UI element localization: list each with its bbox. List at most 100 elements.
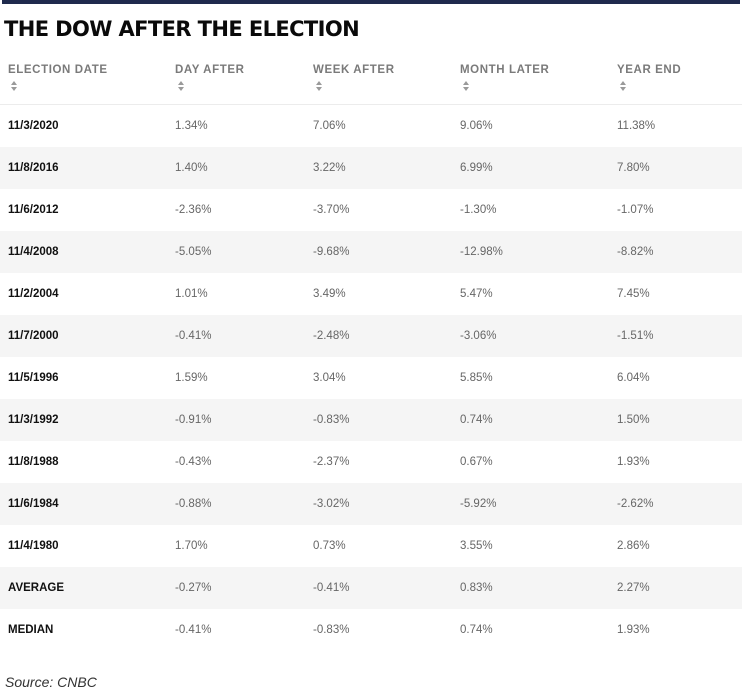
- row-label-cell: 11/4/1980: [8, 540, 59, 552]
- sort-icon[interactable]: [620, 80, 626, 92]
- row-label-cell: AVERAGE: [8, 582, 65, 594]
- table-row: 11/2/2004 1.01% 3.49% 5.47% 7.45%: [0, 273, 742, 315]
- column-header-day-after[interactable]: DAY AFTER: [175, 64, 245, 92]
- cell-week-after: -3.70%: [313, 204, 350, 216]
- row-label-cell: MEDIAN: [8, 624, 54, 636]
- column-header-election-date[interactable]: ELECTION DATE: [8, 64, 108, 92]
- cell-day-after: -5.05%: [175, 246, 212, 258]
- column-header-label: DAY AFTER: [175, 64, 245, 76]
- cell-year-end: 7.80%: [617, 162, 650, 174]
- table-row: MEDIAN -0.41% -0.83% 0.74% 1.93%: [0, 609, 742, 651]
- column-header-label: WEEK AFTER: [313, 64, 395, 76]
- cell-month-later: 5.47%: [460, 288, 493, 300]
- row-label-cell: 11/5/1996: [8, 372, 59, 384]
- sort-down-arrow-icon: [316, 87, 322, 91]
- sort-up-arrow-icon: [178, 81, 184, 85]
- cell-week-after: 3.22%: [313, 162, 346, 174]
- sort-up-arrow-icon: [620, 81, 626, 85]
- top-rule: [2, 0, 740, 4]
- cell-year-end: -8.82%: [617, 246, 654, 258]
- table-row: 11/8/2016 1.40% 3.22% 6.99% 7.80%: [0, 147, 742, 189]
- cell-week-after: -0.41%: [313, 582, 350, 594]
- cell-month-later: -12.98%: [460, 246, 503, 258]
- column-header-label: YEAR END: [617, 64, 682, 76]
- sort-icon[interactable]: [316, 80, 322, 92]
- cell-month-later: 0.67%: [460, 456, 493, 468]
- table-row: AVERAGE -0.27% -0.41% 0.83% 2.27%: [0, 567, 742, 609]
- cell-year-end: 2.27%: [617, 582, 650, 594]
- cell-day-after: -0.43%: [175, 456, 212, 468]
- table-row: 11/8/1988 -0.43% -2.37% 0.67% 1.93%: [0, 441, 742, 483]
- sort-up-arrow-icon: [463, 81, 469, 85]
- sort-up-arrow-icon: [11, 81, 17, 85]
- source-note: Source: CNBC: [5, 674, 97, 690]
- column-header-year-end[interactable]: YEAR END: [617, 64, 681, 92]
- cell-day-after: -0.41%: [175, 330, 212, 342]
- sort-down-arrow-icon: [463, 87, 469, 91]
- table-row: 11/4/2008 -5.05% -9.68% -12.98% -8.82%: [0, 231, 742, 273]
- cell-year-end: 2.86%: [617, 540, 650, 552]
- cell-day-after: 1.34%: [175, 120, 208, 132]
- cell-month-later: -5.92%: [460, 498, 497, 510]
- row-label-cell: 11/3/2020: [8, 120, 59, 132]
- cell-day-after: -0.41%: [175, 624, 212, 636]
- row-label-cell: 11/4/2008: [8, 246, 59, 258]
- cell-day-after: 1.40%: [175, 162, 208, 174]
- column-header-label: ELECTION DATE: [8, 64, 108, 76]
- cell-week-after: 7.06%: [313, 120, 346, 132]
- cell-week-after: 0.73%: [313, 540, 346, 552]
- sort-down-arrow-icon: [11, 87, 17, 91]
- sort-icon[interactable]: [463, 80, 469, 92]
- column-header-month-later[interactable]: MONTH LATER: [460, 64, 549, 92]
- cell-day-after: 1.01%: [175, 288, 208, 300]
- cell-week-after: -2.48%: [313, 330, 350, 342]
- row-label-cell: 11/8/2016: [8, 162, 59, 174]
- cell-month-later: -1.30%: [460, 204, 497, 216]
- sort-icon[interactable]: [178, 80, 184, 92]
- cell-day-after: 1.70%: [175, 540, 208, 552]
- cell-year-end: 1.93%: [617, 456, 650, 468]
- cell-year-end: 7.45%: [617, 288, 650, 300]
- cell-day-after: -2.36%: [175, 204, 212, 216]
- table-row: 11/7/2000 -0.41% -2.48% -3.06% -1.51%: [0, 315, 742, 357]
- table-body: 11/3/2020 1.34% 7.06% 9.06% 11.38% 11/8/2016 1…: [0, 105, 742, 651]
- cell-week-after: 3.49%: [313, 288, 346, 300]
- table-row: 11/3/2020 1.34% 7.06% 9.06% 11.38%: [0, 105, 742, 147]
- cell-month-later: 5.85%: [460, 372, 493, 384]
- sort-down-arrow-icon: [620, 87, 626, 91]
- row-label-cell: 11/6/2012: [8, 204, 59, 216]
- cell-month-later: -3.06%: [460, 330, 497, 342]
- cell-week-after: -0.83%: [313, 624, 350, 636]
- cell-week-after: -0.83%: [313, 414, 350, 426]
- cell-year-end: -2.62%: [617, 498, 654, 510]
- column-header-label: MONTH LATER: [460, 64, 550, 76]
- table-row: 11/5/1996 1.59% 3.04% 5.85% 6.04%: [0, 357, 742, 399]
- cell-month-later: 3.55%: [460, 540, 493, 552]
- page-title: THE DOW AFTER THE ELECTION: [4, 17, 360, 41]
- table-header: ELECTION DATE DAY AFTER WEEK AFTER MONTH LA…: [0, 58, 742, 105]
- column-header-week-after[interactable]: WEEK AFTER: [313, 64, 395, 92]
- cell-month-later: 9.06%: [460, 120, 493, 132]
- cell-week-after: -9.68%: [313, 246, 350, 258]
- cell-year-end: -1.51%: [617, 330, 654, 342]
- cell-month-later: 0.83%: [460, 582, 493, 594]
- cell-week-after: -3.02%: [313, 498, 350, 510]
- cell-month-later: 6.99%: [460, 162, 493, 174]
- table-row: 11/6/2012 -2.36% -3.70% -1.30% -1.07%: [0, 189, 742, 231]
- cell-year-end: 11.38%: [617, 120, 656, 132]
- cell-year-end: 6.04%: [617, 372, 650, 384]
- sort-down-arrow-icon: [178, 87, 184, 91]
- cell-day-after: 1.59%: [175, 372, 208, 384]
- cell-day-after: -0.88%: [175, 498, 212, 510]
- dow-election-table: ELECTION DATE DAY AFTER WEEK AFTER MONTH LA…: [0, 58, 742, 651]
- row-label-cell: 11/7/2000: [8, 330, 59, 342]
- cell-week-after: -2.37%: [313, 456, 350, 468]
- row-label-cell: 11/6/1984: [8, 498, 59, 510]
- cell-month-later: 0.74%: [460, 624, 493, 636]
- cell-year-end: 1.93%: [617, 624, 650, 636]
- table-row: 11/3/1992 -0.91% -0.83% 0.74% 1.50%: [0, 399, 742, 441]
- sort-up-arrow-icon: [316, 81, 322, 85]
- cell-year-end: -1.07%: [617, 204, 654, 216]
- cell-day-after: -0.27%: [175, 582, 212, 594]
- sort-icon[interactable]: [11, 80, 17, 92]
